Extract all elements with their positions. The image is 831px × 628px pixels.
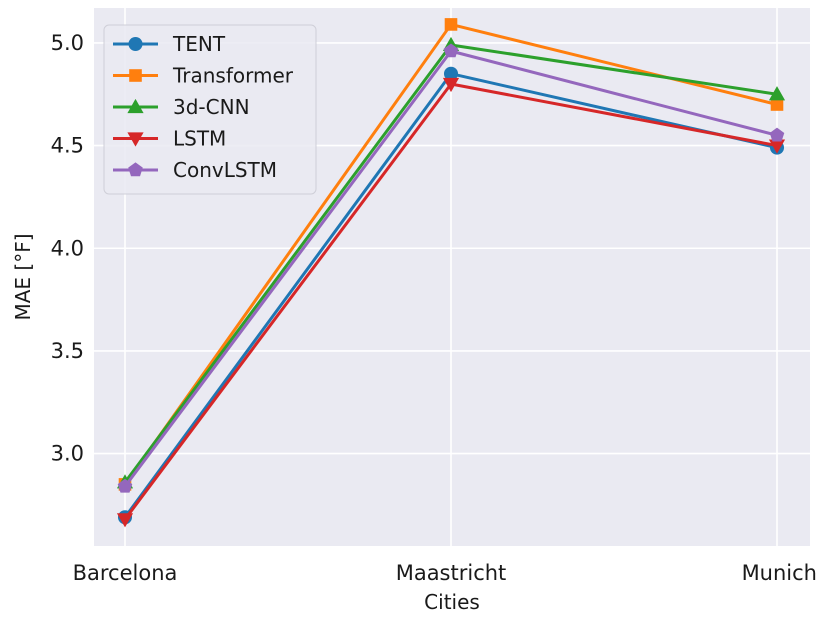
x-axis-label: Cities (424, 590, 480, 614)
legend: TENT Transformer 3d-CNN LSTM ConvLSTM (103, 24, 317, 195)
data-point-tent (443, 66, 459, 81)
series-lstm (116, 77, 786, 528)
legend-item-lstm: LSTM (113, 127, 226, 151)
y-tick-label: 4.5 (51, 134, 84, 158)
y-tick-label: 5.0 (51, 31, 84, 55)
legend-item-3d-cnn: 3d-CNN (113, 95, 250, 119)
data-point-lstm (116, 513, 134, 528)
legend-marker-tent (128, 36, 143, 52)
legend-item-tent: TENT (113, 32, 226, 56)
y-tick-label: 3.5 (51, 339, 84, 363)
data-point-convlstm (443, 43, 459, 58)
x-tick-label: Munich (742, 561, 817, 585)
data-point-lstm (442, 77, 460, 93)
y-tick-label: 4.0 (51, 236, 84, 260)
data-point-lstm (768, 139, 786, 154)
legend-label: Transformer (172, 64, 294, 88)
data-point-convlstm (769, 127, 785, 142)
x-tick-label: Maastricht (396, 561, 507, 585)
legend-item-convlstm: ConvLSTM (113, 158, 277, 182)
x-tick-labels: Barcelona Maastricht Munich (73, 561, 817, 585)
data-point-transformer (444, 18, 458, 31)
data-point-transformer (770, 98, 784, 111)
legend-frame (103, 24, 317, 195)
legend-marker-lstm (127, 132, 144, 147)
legend-label: TENT (172, 32, 226, 56)
legend-marker-3d-cnn (127, 98, 144, 114)
y-axis-label: MAE [°F] (11, 233, 35, 320)
legend-label: LSTM (173, 127, 226, 151)
legend-label: ConvLSTM (173, 158, 277, 182)
legend-item-transformer: Transformer (113, 64, 294, 88)
legend-marker-convlstm (128, 162, 143, 177)
legend-label: 3d-CNN (173, 95, 250, 119)
y-tick-label: 3.0 (51, 442, 84, 466)
data-point-convlstm (117, 478, 133, 493)
series-convlstm (117, 43, 785, 493)
legend-marker-transformer (129, 69, 142, 82)
x-tick-label: Barcelona (73, 561, 178, 585)
y-tick-labels: 3.0 3.5 4.0 4.5 5.0 (51, 31, 84, 466)
data-point-3d-cnn (768, 86, 786, 101)
series-layer (116, 18, 786, 528)
